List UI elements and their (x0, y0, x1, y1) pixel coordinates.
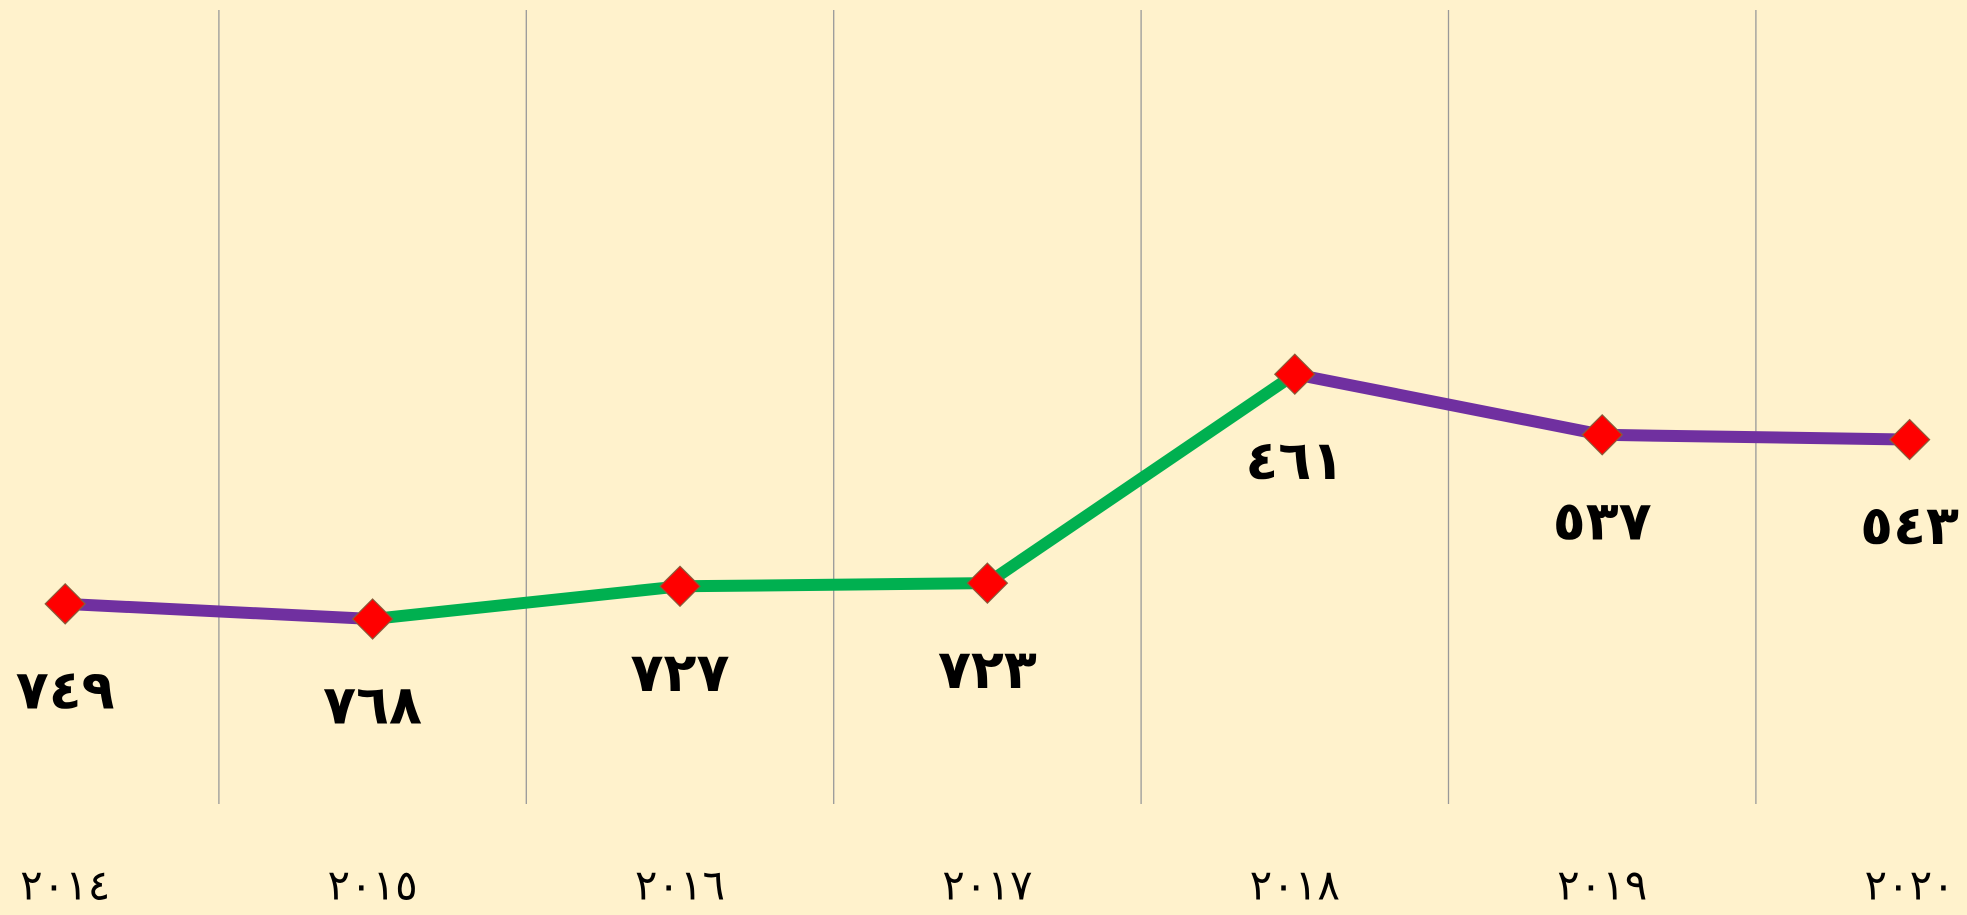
marker (1273, 353, 1316, 396)
marker (44, 583, 87, 625)
data-label: ٤٦١ (1245, 429, 1344, 492)
line-segment (64, 597, 373, 625)
line-segment (371, 580, 681, 625)
x-tick-label: ٢٠١٦ (635, 861, 725, 910)
x-tick-label: ٢٠٢٠ (1864, 861, 1954, 910)
marker (1888, 418, 1931, 461)
data-label: ٧٢٧ (631, 641, 730, 704)
data-label: ٧٤٩ (16, 658, 115, 721)
line-segment (1293, 368, 1604, 441)
line-segment (984, 369, 1299, 589)
marker (659, 565, 701, 608)
line-segment (1602, 428, 1910, 446)
x-tick-label: ٢٠١٩ (1557, 861, 1647, 910)
x-tick-label: ٢٠١٧ (942, 861, 1032, 910)
data-label: ٧٢٣ (938, 638, 1037, 701)
marker (1581, 413, 1624, 456)
x-tick-label: ٢٠١٨ (1250, 861, 1340, 910)
x-tick-label: ٢٠١٤ (20, 861, 110, 910)
x-tick-label: ٢٠١٥ (327, 861, 417, 910)
marker (966, 562, 1009, 604)
data-label: ٧٦٨ (323, 674, 422, 737)
line-segment (679, 577, 988, 593)
marker (351, 598, 394, 640)
data-label: ٥٣٧ (1553, 489, 1652, 552)
data-label: ٥٤٣ (1860, 494, 1959, 557)
